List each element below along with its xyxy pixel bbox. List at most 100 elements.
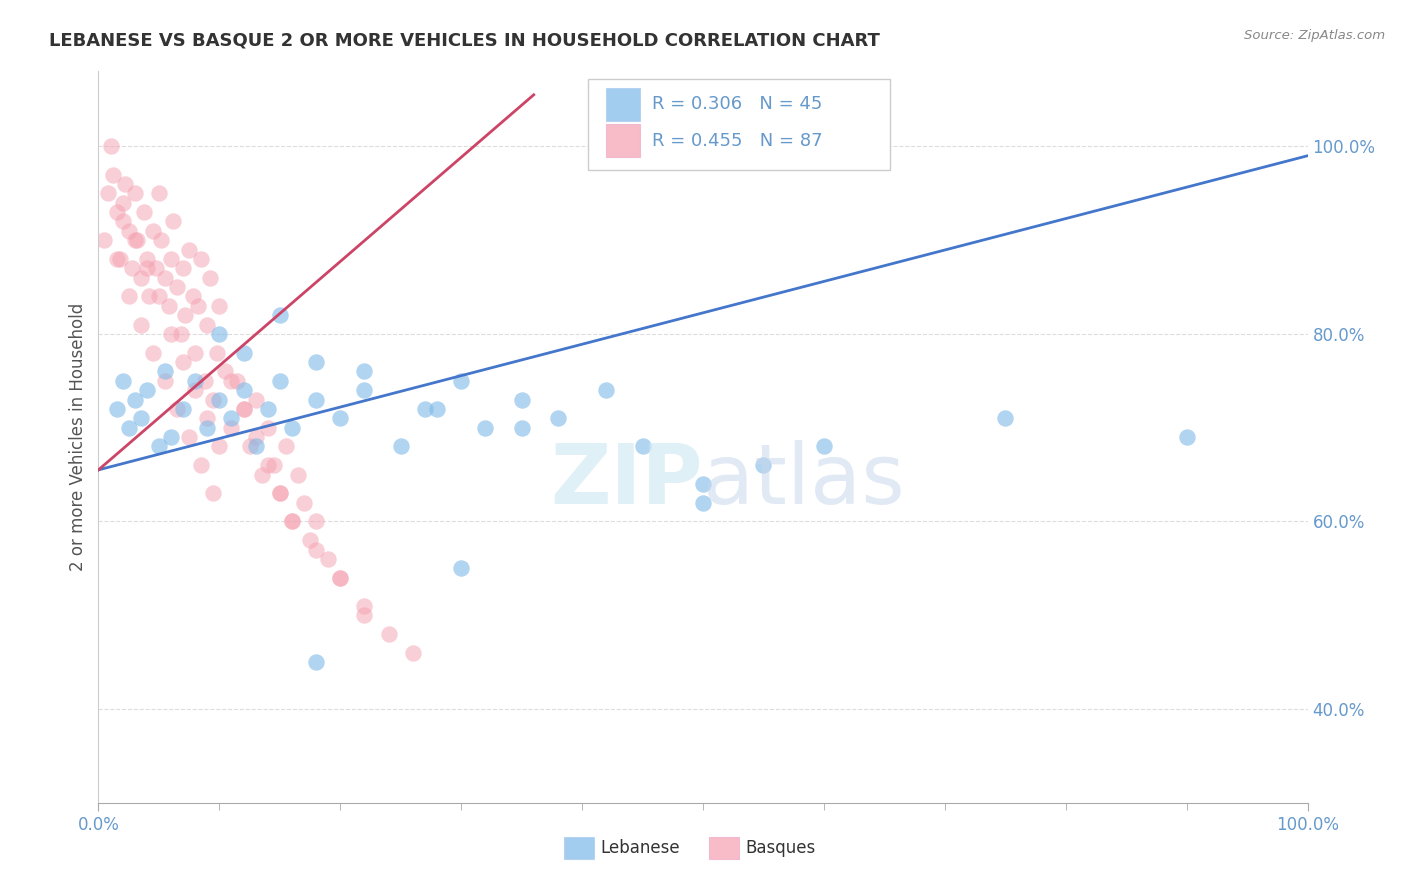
Point (510, 392, 533, 407)
Point (221, 411, 243, 425)
Point (153, 270, 176, 285)
Point (692, 477, 714, 491)
Bar (606, 124, 640, 157)
Point (121, 261, 143, 276)
Point (111, 374, 134, 388)
Point (245, 392, 267, 407)
Point (150, 233, 173, 247)
Point (377, 627, 399, 641)
Point (195, 411, 218, 425)
Point (181, 289, 204, 303)
Point (195, 420, 218, 434)
Point (994, 411, 1017, 425)
Point (124, 233, 146, 247)
Point (97, 186, 120, 201)
Point (232, 345, 254, 359)
Point (631, 440, 654, 454)
Point (353, 608, 375, 623)
Point (221, 374, 243, 388)
Point (426, 401, 449, 416)
Point (157, 299, 180, 313)
Point (111, 214, 134, 228)
Point (305, 392, 328, 407)
Point (269, 486, 291, 500)
Point (195, 318, 218, 332)
Point (205, 345, 228, 359)
Point (1175, 430, 1198, 444)
Point (256, 401, 278, 416)
Point (256, 420, 278, 434)
Point (450, 374, 472, 388)
Point (124, 186, 146, 201)
Point (194, 374, 217, 388)
Point (108, 252, 131, 266)
Point (595, 383, 617, 397)
Point (305, 355, 328, 369)
Point (239, 440, 262, 454)
Point (221, 420, 243, 434)
Point (134, 205, 156, 219)
Point (402, 646, 425, 660)
Bar (709, 838, 740, 859)
Point (353, 599, 375, 613)
Point (148, 289, 170, 303)
Point (208, 299, 231, 313)
Point (190, 252, 212, 266)
Text: R = 0.455   N = 87: R = 0.455 N = 87 (652, 132, 823, 150)
Point (281, 420, 304, 434)
Point (256, 458, 278, 473)
Point (547, 411, 569, 425)
Point (413, 401, 436, 416)
Point (184, 383, 207, 397)
Point (245, 430, 267, 444)
Point (353, 364, 375, 378)
Point (353, 383, 375, 397)
Point (153, 374, 176, 388)
Point (135, 261, 157, 276)
Point (179, 243, 201, 257)
Point (292, 496, 315, 510)
Point (129, 318, 152, 332)
Point (127, 233, 149, 247)
Point (101, 168, 124, 182)
Point (692, 496, 714, 510)
Bar (564, 838, 595, 859)
Text: Lebanese: Lebanese (600, 839, 681, 857)
Point (172, 401, 194, 416)
Point (299, 533, 322, 548)
Point (129, 270, 152, 285)
Text: Basques: Basques (745, 839, 815, 857)
Point (450, 561, 472, 575)
Point (287, 467, 309, 482)
Point (202, 486, 225, 500)
Point (474, 420, 496, 434)
Point (187, 299, 209, 313)
Point (105, 205, 128, 219)
Y-axis label: 2 or more Vehicles in Household: 2 or more Vehicles in Household (69, 303, 87, 571)
Point (179, 430, 201, 444)
Point (105, 401, 128, 416)
Point (208, 392, 231, 407)
Text: Source: ZipAtlas.com: Source: ZipAtlas.com (1244, 29, 1385, 42)
Point (118, 224, 141, 238)
Point (142, 224, 165, 238)
Point (305, 655, 328, 669)
Point (813, 440, 835, 454)
Point (114, 177, 136, 191)
Point (184, 345, 207, 359)
Point (263, 458, 285, 473)
Point (142, 345, 165, 359)
Point (208, 440, 231, 454)
Point (111, 195, 134, 210)
Point (329, 571, 352, 585)
Text: ZIP: ZIP (551, 441, 703, 522)
Point (148, 440, 170, 454)
Point (160, 252, 183, 266)
Point (190, 458, 212, 473)
Point (105, 252, 128, 266)
Point (160, 326, 183, 341)
Point (752, 458, 775, 473)
Text: LEBANESE VS BASQUE 2 OR MORE VEHICLES IN HOUSEHOLD CORRELATION CHART: LEBANESE VS BASQUE 2 OR MORE VEHICLES IN… (49, 31, 880, 49)
Bar (606, 87, 640, 120)
Point (160, 430, 183, 444)
